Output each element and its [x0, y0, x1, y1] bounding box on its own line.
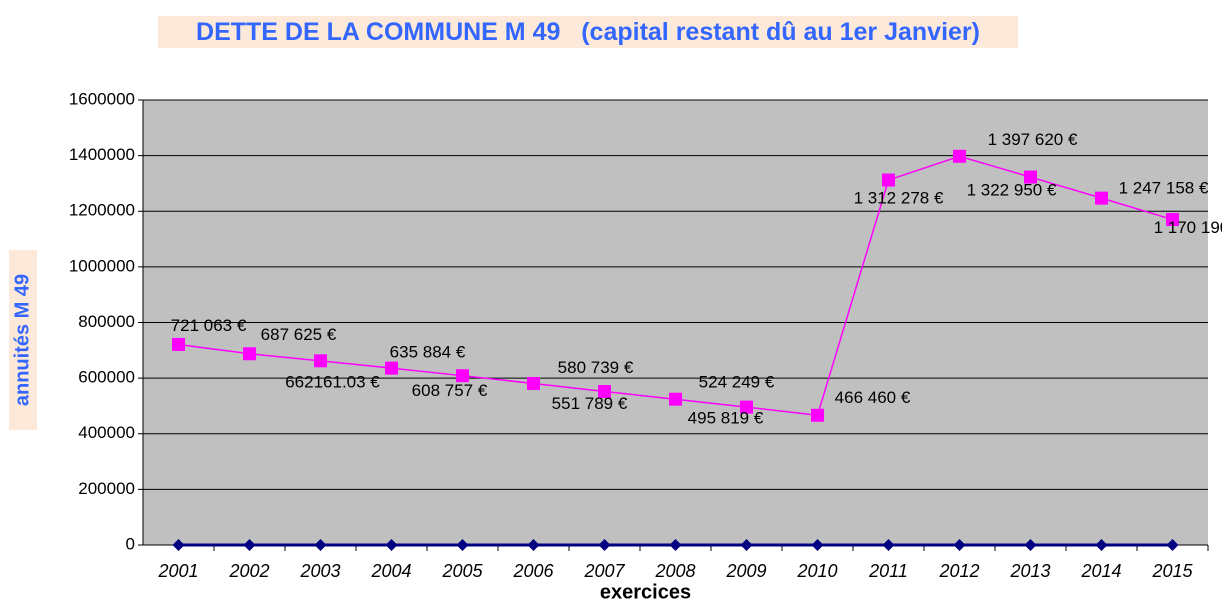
- marker: [953, 539, 966, 551]
- x-axis-label: exercices: [600, 581, 691, 603]
- marker: [1024, 539, 1037, 551]
- data-label: 524 249 €: [699, 373, 775, 392]
- marker: [1024, 170, 1037, 184]
- data-label: 662161.03 €: [285, 372, 380, 391]
- marker: [527, 539, 540, 551]
- marker: [1095, 539, 1108, 551]
- x-tick-label: 2007: [583, 561, 625, 581]
- marker: [314, 354, 327, 368]
- marker: [598, 385, 611, 399]
- data-label: 1 170 190 €: [1154, 218, 1222, 237]
- marker: [172, 337, 185, 351]
- y-tick-label: 800000: [78, 312, 135, 331]
- marker: [740, 539, 753, 551]
- marker: [456, 369, 469, 383]
- data-label: 495 819 €: [688, 409, 764, 428]
- data-label: 1 247 158 €: [1119, 179, 1209, 198]
- marker: [385, 539, 398, 551]
- y-axis-label: annuités M 49: [11, 274, 33, 406]
- marker: [811, 539, 824, 551]
- y-tick-label: 1600000: [69, 89, 135, 108]
- x-tick-label: 2013: [1009, 561, 1050, 581]
- y-tick-label: 400000: [78, 423, 135, 442]
- data-label: 1 322 950 €: [967, 181, 1057, 200]
- data-label: 580 739 €: [558, 358, 634, 377]
- marker: [882, 539, 895, 551]
- x-tick-label: 2010: [796, 561, 837, 581]
- marker: [669, 392, 682, 406]
- marker: [243, 539, 256, 551]
- x-tick-label: 2012: [938, 561, 979, 581]
- y-tick-label: 600000: [78, 368, 135, 387]
- marker: [243, 347, 256, 361]
- marker: [598, 539, 611, 551]
- chart-title: DETTE DE LA COMMUNE M 49 (capital restan…: [158, 16, 1018, 48]
- data-label: 721 063 €: [171, 316, 247, 335]
- x-tick-label: 2003: [299, 561, 340, 581]
- y-tick-label: 1400000: [69, 145, 135, 164]
- marker: [1166, 213, 1179, 227]
- y-tick-label: 0: [126, 534, 135, 553]
- x-tick-label: 2001: [157, 561, 198, 581]
- x-tick-label: 2014: [1080, 561, 1121, 581]
- data-label: 466 460 €: [835, 388, 911, 407]
- data-label: 551 789 €: [552, 394, 628, 413]
- data-label: 1 397 620 €: [988, 130, 1078, 149]
- y-tick-label: 1200000: [69, 201, 135, 220]
- y-label-bg: [9, 250, 37, 430]
- data-label: 608 757 €: [412, 381, 488, 400]
- x-tick-label: 2015: [1151, 561, 1193, 581]
- marker: [953, 149, 966, 163]
- marker: [669, 539, 682, 551]
- marker: [385, 361, 398, 375]
- marker: [882, 173, 895, 187]
- data-label: 687 625 €: [261, 325, 337, 344]
- marker: [314, 539, 327, 551]
- data-label: 1 312 278 €: [854, 189, 944, 208]
- marker: [1095, 191, 1108, 205]
- x-tick-label: 2008: [654, 561, 695, 581]
- marker: [456, 539, 469, 551]
- data-label: 635 884 €: [390, 343, 466, 362]
- x-tick-label: 2009: [725, 561, 766, 581]
- x-tick-label: 2004: [370, 561, 411, 581]
- x-tick-label: 2006: [512, 561, 554, 581]
- marker: [1166, 539, 1179, 551]
- marker: [811, 408, 824, 422]
- marker: [740, 400, 753, 414]
- x-tick-label: 2005: [441, 561, 483, 581]
- y-tick-label: 200000: [78, 479, 135, 498]
- marker: [527, 376, 540, 390]
- x-tick-label: 2011: [868, 561, 908, 581]
- y-tick-label: 1000000: [69, 256, 135, 275]
- marker: [172, 539, 185, 551]
- x-tick-label: 2002: [228, 561, 269, 581]
